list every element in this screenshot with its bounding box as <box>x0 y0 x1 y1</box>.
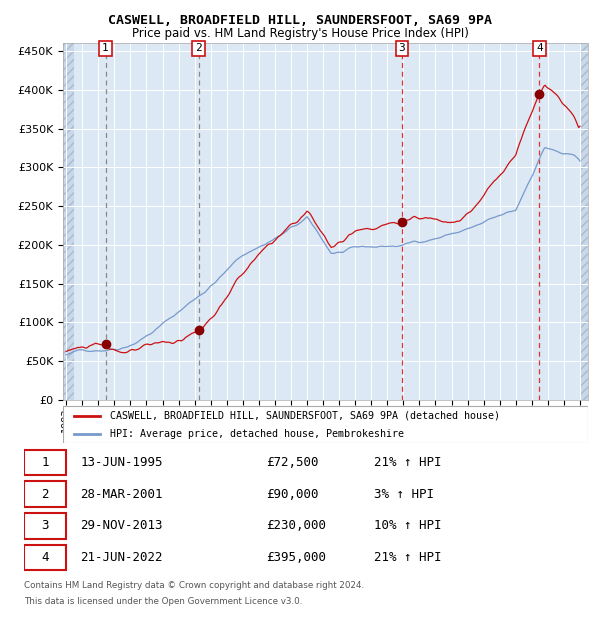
Text: 2: 2 <box>41 487 49 500</box>
Bar <box>63 43 74 400</box>
Text: Price paid vs. HM Land Registry's House Price Index (HPI): Price paid vs. HM Land Registry's House … <box>131 27 469 40</box>
Text: CASWELL, BROADFIELD HILL, SAUNDERSFOOT, SA69 9PA: CASWELL, BROADFIELD HILL, SAUNDERSFOOT, … <box>108 14 492 27</box>
Text: 2: 2 <box>195 43 202 53</box>
Text: 3: 3 <box>41 520 49 533</box>
Text: CASWELL, BROADFIELD HILL, SAUNDERSFOOT, SA69 9PA (detached house): CASWELL, BROADFIELD HILL, SAUNDERSFOOT, … <box>110 410 500 420</box>
Text: £230,000: £230,000 <box>266 520 326 533</box>
Text: 3% ↑ HPI: 3% ↑ HPI <box>374 487 434 500</box>
Text: 3: 3 <box>399 43 406 53</box>
Text: 21% ↑ HPI: 21% ↑ HPI <box>374 456 441 469</box>
Text: 13-JUN-1995: 13-JUN-1995 <box>80 456 163 469</box>
Text: £72,500: £72,500 <box>266 456 319 469</box>
FancyBboxPatch shape <box>24 513 66 539</box>
Text: 21-JUN-2022: 21-JUN-2022 <box>80 551 163 564</box>
Bar <box>580 43 588 400</box>
Text: This data is licensed under the Open Government Licence v3.0.: This data is licensed under the Open Gov… <box>24 597 302 606</box>
FancyBboxPatch shape <box>63 405 588 443</box>
Text: HPI: Average price, detached house, Pembrokeshire: HPI: Average price, detached house, Pemb… <box>110 428 404 439</box>
Text: £90,000: £90,000 <box>266 487 319 500</box>
Text: 4: 4 <box>536 43 543 53</box>
FancyBboxPatch shape <box>24 481 66 507</box>
Text: 21% ↑ HPI: 21% ↑ HPI <box>374 551 441 564</box>
Text: 10% ↑ HPI: 10% ↑ HPI <box>374 520 441 533</box>
Text: 28-MAR-2001: 28-MAR-2001 <box>80 487 163 500</box>
Text: Contains HM Land Registry data © Crown copyright and database right 2024.: Contains HM Land Registry data © Crown c… <box>24 581 364 590</box>
Text: 1: 1 <box>102 43 109 53</box>
FancyBboxPatch shape <box>24 450 66 475</box>
Text: £395,000: £395,000 <box>266 551 326 564</box>
FancyBboxPatch shape <box>24 545 66 570</box>
Text: 4: 4 <box>41 551 49 564</box>
Text: 29-NOV-2013: 29-NOV-2013 <box>80 520 163 533</box>
Text: 1: 1 <box>41 456 49 469</box>
